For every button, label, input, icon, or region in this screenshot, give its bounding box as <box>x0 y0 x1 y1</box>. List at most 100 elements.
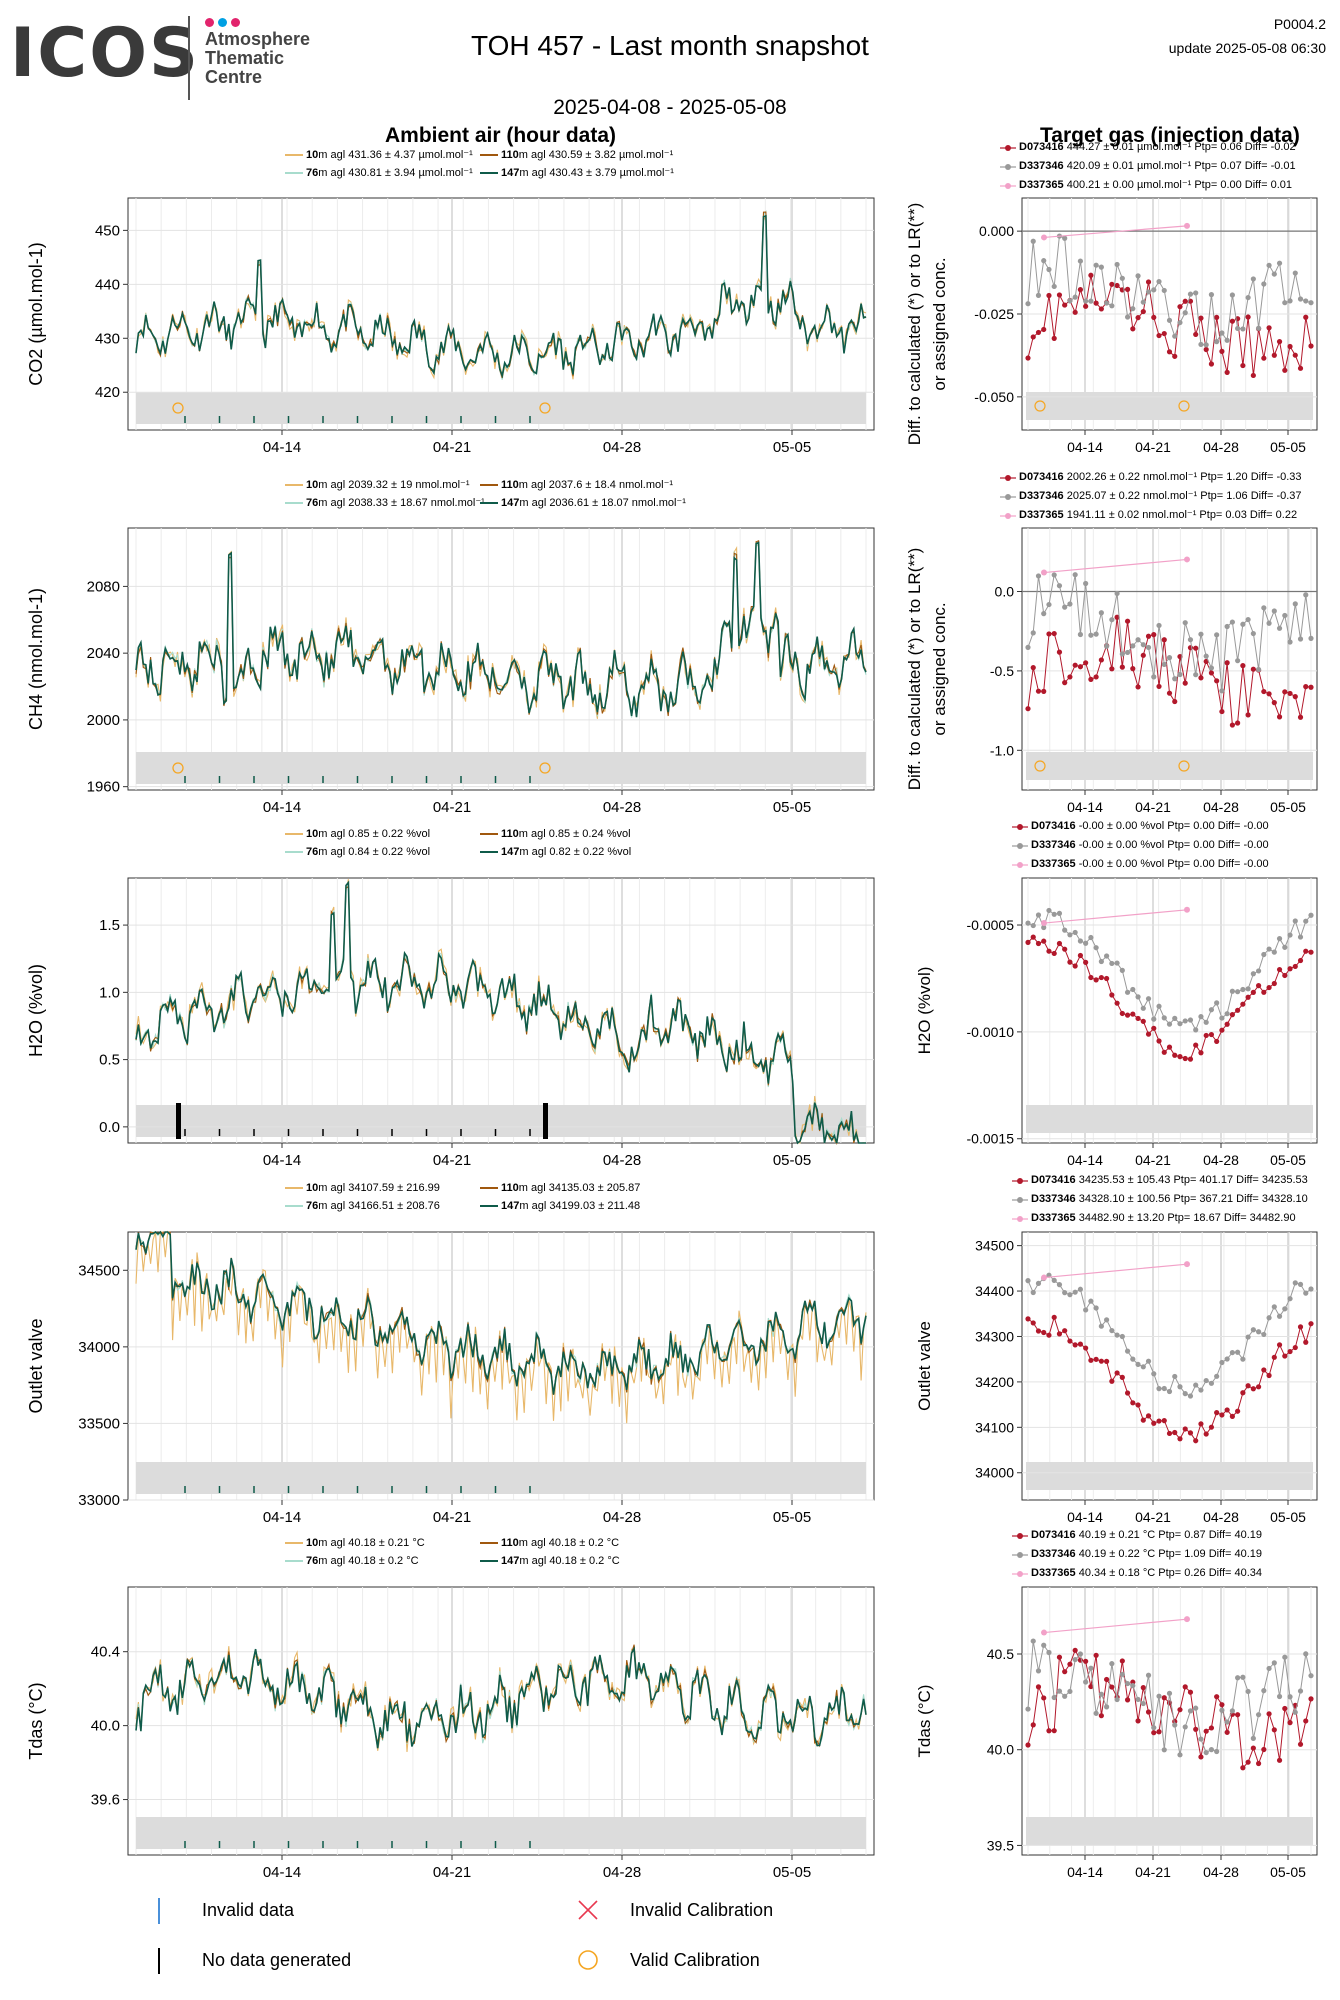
target-point-D073416 <box>1124 286 1131 292</box>
target-point-D073416 <box>1098 1358 1104 1364</box>
logo-sub-line-1: Atmosphere <box>205 29 311 49</box>
target-point-D337346 <box>1072 1289 1078 1295</box>
logo-dots <box>205 14 244 32</box>
target-point-D073416 <box>1030 334 1036 340</box>
target-point-D337346 <box>1224 1356 1230 1362</box>
target-point-D073416 <box>1261 1746 1267 1753</box>
target-point-D337346 <box>1235 1349 1241 1355</box>
x-tick-label: 04-14 <box>263 1509 301 1526</box>
target-point-D337346 <box>1187 1708 1194 1714</box>
target-point-D073416 <box>1062 302 1068 308</box>
target-point-D337346 <box>1025 1278 1031 1284</box>
target-point-D073416 <box>1104 1358 1110 1364</box>
target-point-D073416 <box>1104 975 1110 982</box>
legend-swatch <box>285 1205 303 1208</box>
target-point-D337346 <box>1145 1672 1152 1678</box>
target-point-D337346 <box>1056 583 1063 589</box>
target-point-D073416 <box>1203 1032 1209 1039</box>
legend-swatch <box>480 172 498 175</box>
target-point-D337346 <box>1161 287 1167 294</box>
target-point-D337346 <box>1130 1683 1136 1689</box>
x-tick-label: 04-28 <box>603 1509 641 1526</box>
x-tick-label: 05-05 <box>773 439 811 456</box>
legend-text: m agl 34199.03 ± 211.48 <box>519 1200 641 1212</box>
target-point-D337346 <box>1287 1296 1293 1302</box>
x-tick-label: 04-21 <box>1135 1864 1171 1880</box>
target-point-D337346 <box>1193 1027 1199 1033</box>
target-point-D337346 <box>1177 319 1183 326</box>
target-point-D073416 <box>1219 1027 1225 1033</box>
target-point-D337346 <box>1240 326 1246 332</box>
status-band <box>1026 392 1313 420</box>
target-point-D337346 <box>1240 1356 1246 1362</box>
target-point-D337346 <box>1172 1722 1178 1728</box>
invalid-calibration-symbol <box>578 1900 598 1920</box>
target-point-D337346 <box>1261 951 1267 958</box>
target-point-D337346 <box>1266 262 1272 268</box>
legend-text: m agl 0.84 ± 0.22 %vol <box>318 846 431 858</box>
y-tick-label: 34200 <box>975 1374 1014 1390</box>
x-tick-label: 04-14 <box>1067 439 1103 455</box>
target-point-D073416 <box>1109 666 1115 672</box>
target-point-D337346 <box>1130 986 1136 993</box>
legend-height: 10 <box>306 479 319 491</box>
target-point-D073416 <box>1266 691 1272 697</box>
target-y-axis-label-line2: or assigned conc. <box>930 602 949 735</box>
target-point-D073416 <box>1172 1052 1178 1058</box>
target-point-D073416 <box>1072 662 1078 668</box>
target-point-D073416 <box>1098 306 1104 312</box>
target-point-D337346 <box>1119 967 1125 973</box>
target-point-D073416 <box>1303 684 1309 690</box>
target-point-D073416 <box>1235 1408 1241 1414</box>
x-tick-label: 04-14 <box>263 799 301 816</box>
y-tick-label: 40.0 <box>987 1742 1014 1758</box>
target-point-D073416 <box>1093 1652 1099 1658</box>
target-point-D337346 <box>1062 235 1068 241</box>
status-band <box>136 1817 866 1849</box>
target-point-D337346 <box>1219 1015 1225 1021</box>
legend-height: 110 <box>501 828 519 840</box>
target-point-D337346 <box>1109 960 1115 967</box>
legend-height: 76 <box>306 1200 319 1212</box>
target-point-D073416 <box>1145 1413 1152 1419</box>
legend-text: m agl 2039.32 ± 19 nmol.mol⁻¹ <box>318 479 470 491</box>
target-point-D073416 <box>1276 966 1283 973</box>
target-point-D073416 <box>1145 1031 1152 1037</box>
target-point-D073416 <box>1130 326 1136 332</box>
target-point-D337346 <box>1041 611 1047 617</box>
ambient-y-axis-label: CH4 (nmol.mol-1) <box>26 588 46 730</box>
target-point-D073416 <box>1093 300 1099 306</box>
target-point-D337346 <box>1077 631 1084 638</box>
target-point-D337346 <box>1067 1292 1073 1298</box>
target-point-D073416 <box>1124 1697 1131 1703</box>
target-point-D337346 <box>1308 300 1314 306</box>
target-point-D337346 <box>1198 1736 1204 1742</box>
target-point-D337346 <box>1056 1688 1063 1694</box>
target-point-D073416 <box>1198 1754 1204 1760</box>
target-point-D337346 <box>1282 300 1288 306</box>
target-point-D337346 <box>1104 643 1110 649</box>
target-legend-item-D073416: D073416 34235.53 ± 105.43 Ptp= 401.17 Di… <box>1012 1174 1308 1186</box>
x-tick-label: 04-28 <box>1203 1864 1239 1880</box>
legend-item-76m: 76m agl 0.84 ± 0.22 %vol <box>285 846 430 858</box>
y-tick-label: 34500 <box>78 1262 120 1279</box>
x-tick-label: 04-14 <box>263 1864 301 1881</box>
legend-text: m agl 34166.51 ± 208.76 <box>318 1200 440 1212</box>
target-point-D337346 <box>1088 934 1094 941</box>
legend-height: 147 <box>501 497 520 509</box>
target-point-D337346 <box>1114 960 1120 966</box>
product-code: P0004.2 <box>1273 16 1326 32</box>
target-point-D337346 <box>1229 619 1235 625</box>
target-point-D337346 <box>1266 1665 1272 1672</box>
target-legend-item-D073416: D073416 444.27 ± 0.01 µmol.mol⁻¹ Ptp= 0.… <box>1000 140 1296 153</box>
target-point-D073416 <box>1046 292 1052 299</box>
target-point-D337346 <box>1140 1700 1146 1707</box>
target-point-D073416 <box>1140 1018 1146 1024</box>
target-legend-item-D073416: D073416 2002.26 ± 0.22 nmol.mol⁻¹ Ptp= 1… <box>1000 470 1302 483</box>
target-point-D073416 <box>1282 367 1288 373</box>
target-point-D337346 <box>1208 292 1215 298</box>
ambient-plot-frame <box>127 527 875 791</box>
target-point-D073416 <box>1187 1430 1194 1436</box>
target-point-D073416 <box>1030 934 1036 940</box>
target-point-D073416 <box>1056 940 1063 947</box>
